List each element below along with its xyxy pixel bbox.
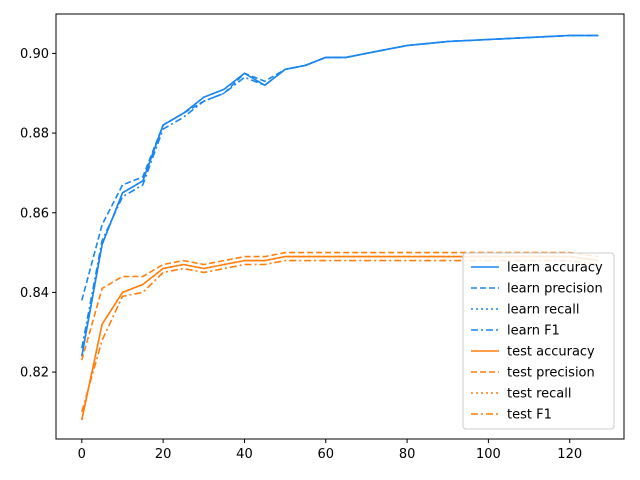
x-tick-label: 0 <box>78 447 86 462</box>
x-tick-label: 40 <box>236 447 253 462</box>
y-tick-label: 0.86 <box>20 206 49 221</box>
legend-label: test precision <box>507 366 595 381</box>
x-tick-label: 120 <box>557 447 582 462</box>
series-line-3 <box>81 34 599 349</box>
x-tick-label: 80 <box>399 447 416 462</box>
legend-label: learn accuracy <box>507 261 603 276</box>
legend-label: test recall <box>507 387 572 402</box>
legend-label: test accuracy <box>507 345 595 360</box>
axes-frame <box>55 13 625 440</box>
y-tick-label: 0.90 <box>20 47 49 62</box>
legend-label: learn precision <box>507 282 603 297</box>
legend-label: learn recall <box>507 303 579 318</box>
y-tick-label: 0.88 <box>20 127 49 142</box>
x-tick-label: 60 <box>317 447 334 462</box>
legend-box <box>462 252 615 430</box>
y-tick-label: 0.84 <box>20 286 49 301</box>
legend: learn accuracy learn precision learn recal… <box>462 252 615 430</box>
legend-label: test F1 <box>507 408 552 423</box>
legend-label: learn F1 <box>507 324 560 339</box>
series-line-5 <box>81 251 599 361</box>
x-tick-label: 100 <box>476 447 501 462</box>
x-axis: 0 20 40 60 80 100 120 <box>78 439 582 462</box>
y-tick-label: 0.82 <box>20 366 49 381</box>
x-tick-label: 20 <box>155 447 172 462</box>
y-axis: 0.82 0.84 0.86 0.88 0.90 <box>20 47 56 381</box>
series-line-7 <box>81 259 599 413</box>
